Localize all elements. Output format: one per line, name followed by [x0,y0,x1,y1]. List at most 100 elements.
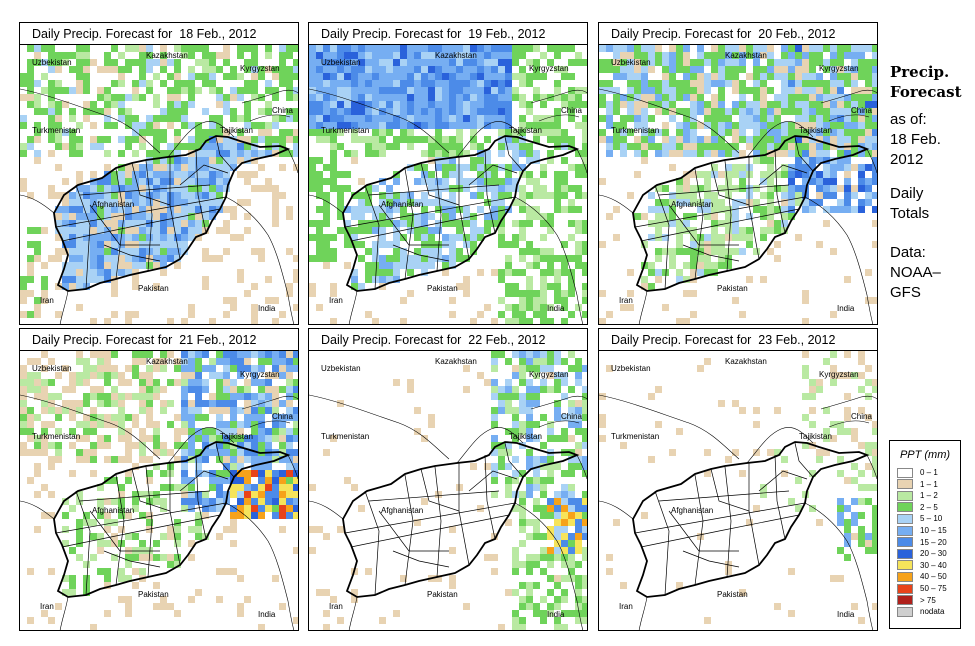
precip-cell [753,407,760,414]
precip-cell [865,87,872,94]
precip-cell [788,108,795,115]
precip-cell [802,94,809,101]
precip-cell [62,129,69,136]
precip-cell [830,185,837,192]
precip-cell [265,484,272,491]
precip-cell [293,491,298,498]
precip-cell [554,617,561,624]
precip-cell [781,122,788,129]
precip-cell [823,108,830,115]
precip-cell [725,73,732,80]
precip-cell [851,115,858,122]
precip-cell [160,213,167,220]
province-border [364,184,380,290]
precip-cell [540,386,547,393]
precip-cell [111,101,118,108]
precip-cell [83,372,90,379]
precip-cell [767,199,774,206]
country-label-kazakhstan: Kazakhstan [146,357,188,366]
precip-cell [858,206,865,213]
precip-cell [230,94,237,101]
precip-cell [20,442,27,449]
precip-cell [153,428,160,435]
precip-cell [104,414,111,421]
precip-cell [718,45,725,52]
precip-cell [470,129,477,136]
precip-cell [202,185,209,192]
precip-cell [293,379,298,386]
precip-cell [41,428,48,435]
precip-cell [718,248,725,255]
precip-cell [293,477,298,484]
precip-cell [393,220,400,227]
precip-cell [477,206,484,213]
precip-cell [582,610,587,617]
precip-cell [526,213,533,220]
precip-cell [837,164,844,171]
precip-cell [344,108,351,115]
precip-cell [160,386,167,393]
precip-cell [568,234,575,241]
precip-cell [547,512,554,519]
precip-cell [146,379,153,386]
legend-label: 2 – 5 [920,502,938,512]
precip-cell [704,143,711,150]
precip-cell [400,87,407,94]
precip-cell [851,136,858,143]
precip-cell [435,94,442,101]
legend-swatch [897,595,913,606]
precip-cell [265,505,272,512]
province-border [89,510,160,552]
precip-cell [181,428,188,435]
country-label-china: China [561,412,582,421]
precip-cell [153,101,160,108]
precip-cell [844,94,851,101]
precip-cell [816,157,823,164]
precip-cell [83,269,90,276]
precip-cell [195,414,202,421]
precip-cell [463,87,470,94]
precip-cell [851,498,858,505]
panel-title: Daily Precip. Forecast for 20 Feb., 2012 [599,23,877,45]
precip-cell [293,386,298,393]
precip-cell [760,157,767,164]
precip-cell [351,80,358,87]
precip-cell [872,603,877,610]
precip-cell [174,484,181,491]
precip-cell [760,171,767,178]
precip-cell [823,164,830,171]
country-label-afghanistan: Afghanistan [92,506,134,515]
country-border [309,194,344,214]
precip-cell [470,192,477,199]
precip-cell [34,386,41,393]
precip-cell [316,241,323,248]
precip-cell [20,428,27,435]
precip-cell [223,393,230,400]
country-label-tajikistan: Tajikistan [509,126,542,135]
precip-cell [160,255,167,262]
precip-cell [344,262,351,269]
precip-cell [872,484,877,491]
precip-cell [816,136,823,143]
precip-cell [160,108,167,115]
precip-cell [125,122,132,129]
precip-cell [167,199,174,206]
afghanistan-outline [342,135,580,292]
precip-cell [279,192,286,199]
precip-cell [344,220,351,227]
precip-cell [746,234,753,241]
precip-cell [690,73,697,80]
precip-cell [554,108,561,115]
precip-cell [463,66,470,73]
precip-cell [484,164,491,171]
precip-cell [48,136,55,143]
precip-cell [372,136,379,143]
precip-cell [697,241,704,248]
precip-cell [816,73,823,80]
precip-cell [167,351,174,358]
country-label-tajikistan: Tajikistan [220,432,253,441]
precip-cell [69,87,76,94]
precip-cell [309,94,316,101]
precip-cell [533,248,540,255]
precip-cell [606,311,613,318]
